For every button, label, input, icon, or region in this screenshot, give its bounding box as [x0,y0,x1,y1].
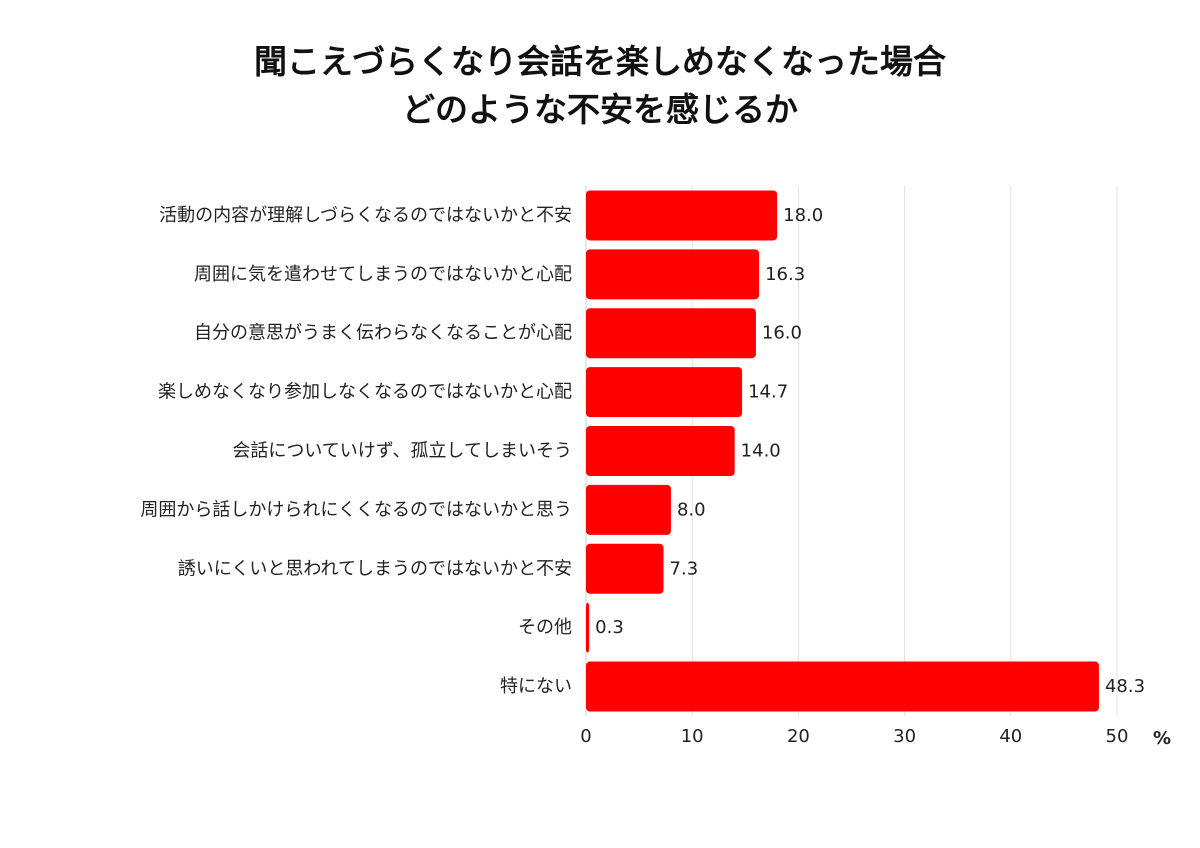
category-label: 周囲から話しかけられにくくなるのではないかと思う [140,499,572,520]
category-label: その他 [518,617,572,638]
chart-title: 聞こえづらくなり会話を楽しめなくなった場合 どのような不安を感じるか [0,38,1200,134]
data-label: 14.0 [741,441,781,462]
category-label: 楽しめなくなり参加しなくなるのではないかと心配 [158,382,572,403]
bar [586,484,671,535]
chart-title-line-1: 聞こえづらくなり会話を楽しめなくなった場合 [253,42,946,81]
data-label: 16.3 [765,264,805,285]
bar [586,661,1099,712]
category-label: 会話についていけず、孤立してしまいそう [232,441,572,462]
data-label: 8.0 [677,499,706,520]
data-label: 48.3 [1105,676,1145,697]
category-label: 周囲に気を遣わせてしまうのではないかと心配 [194,264,572,285]
bar [586,602,590,653]
bar [586,249,760,300]
data-label: 16.0 [762,323,802,344]
x-tick-label: 0 [580,726,591,747]
data-label: 0.3 [595,617,624,638]
bar [586,190,778,241]
x-unit-label: % [1153,728,1171,749]
bar [586,367,743,418]
category-label: 誘いにくいと思われてしまうのではないかと不安 [178,558,572,579]
data-label: 14.7 [748,382,788,403]
bar [586,426,735,476]
bar [586,543,664,594]
category-label: 活動の内容が理解しづらくなるのではないかと不安 [159,205,572,226]
category-label: 特にない [500,676,572,697]
data-label: 18.0 [783,205,823,226]
x-tick-label: 30 [893,726,916,747]
chart-title-line-2: どのような不安を感じるか [402,90,798,129]
x-tick-label: 20 [787,726,810,747]
bar [586,308,756,359]
category-label: 自分の意思がうまく伝わらなくなることが心配 [194,323,572,344]
x-tick-label: 40 [999,726,1022,747]
x-tick-label: 10 [681,726,704,747]
data-label: 7.3 [670,558,699,579]
x-tick-label: 50 [1106,726,1129,747]
